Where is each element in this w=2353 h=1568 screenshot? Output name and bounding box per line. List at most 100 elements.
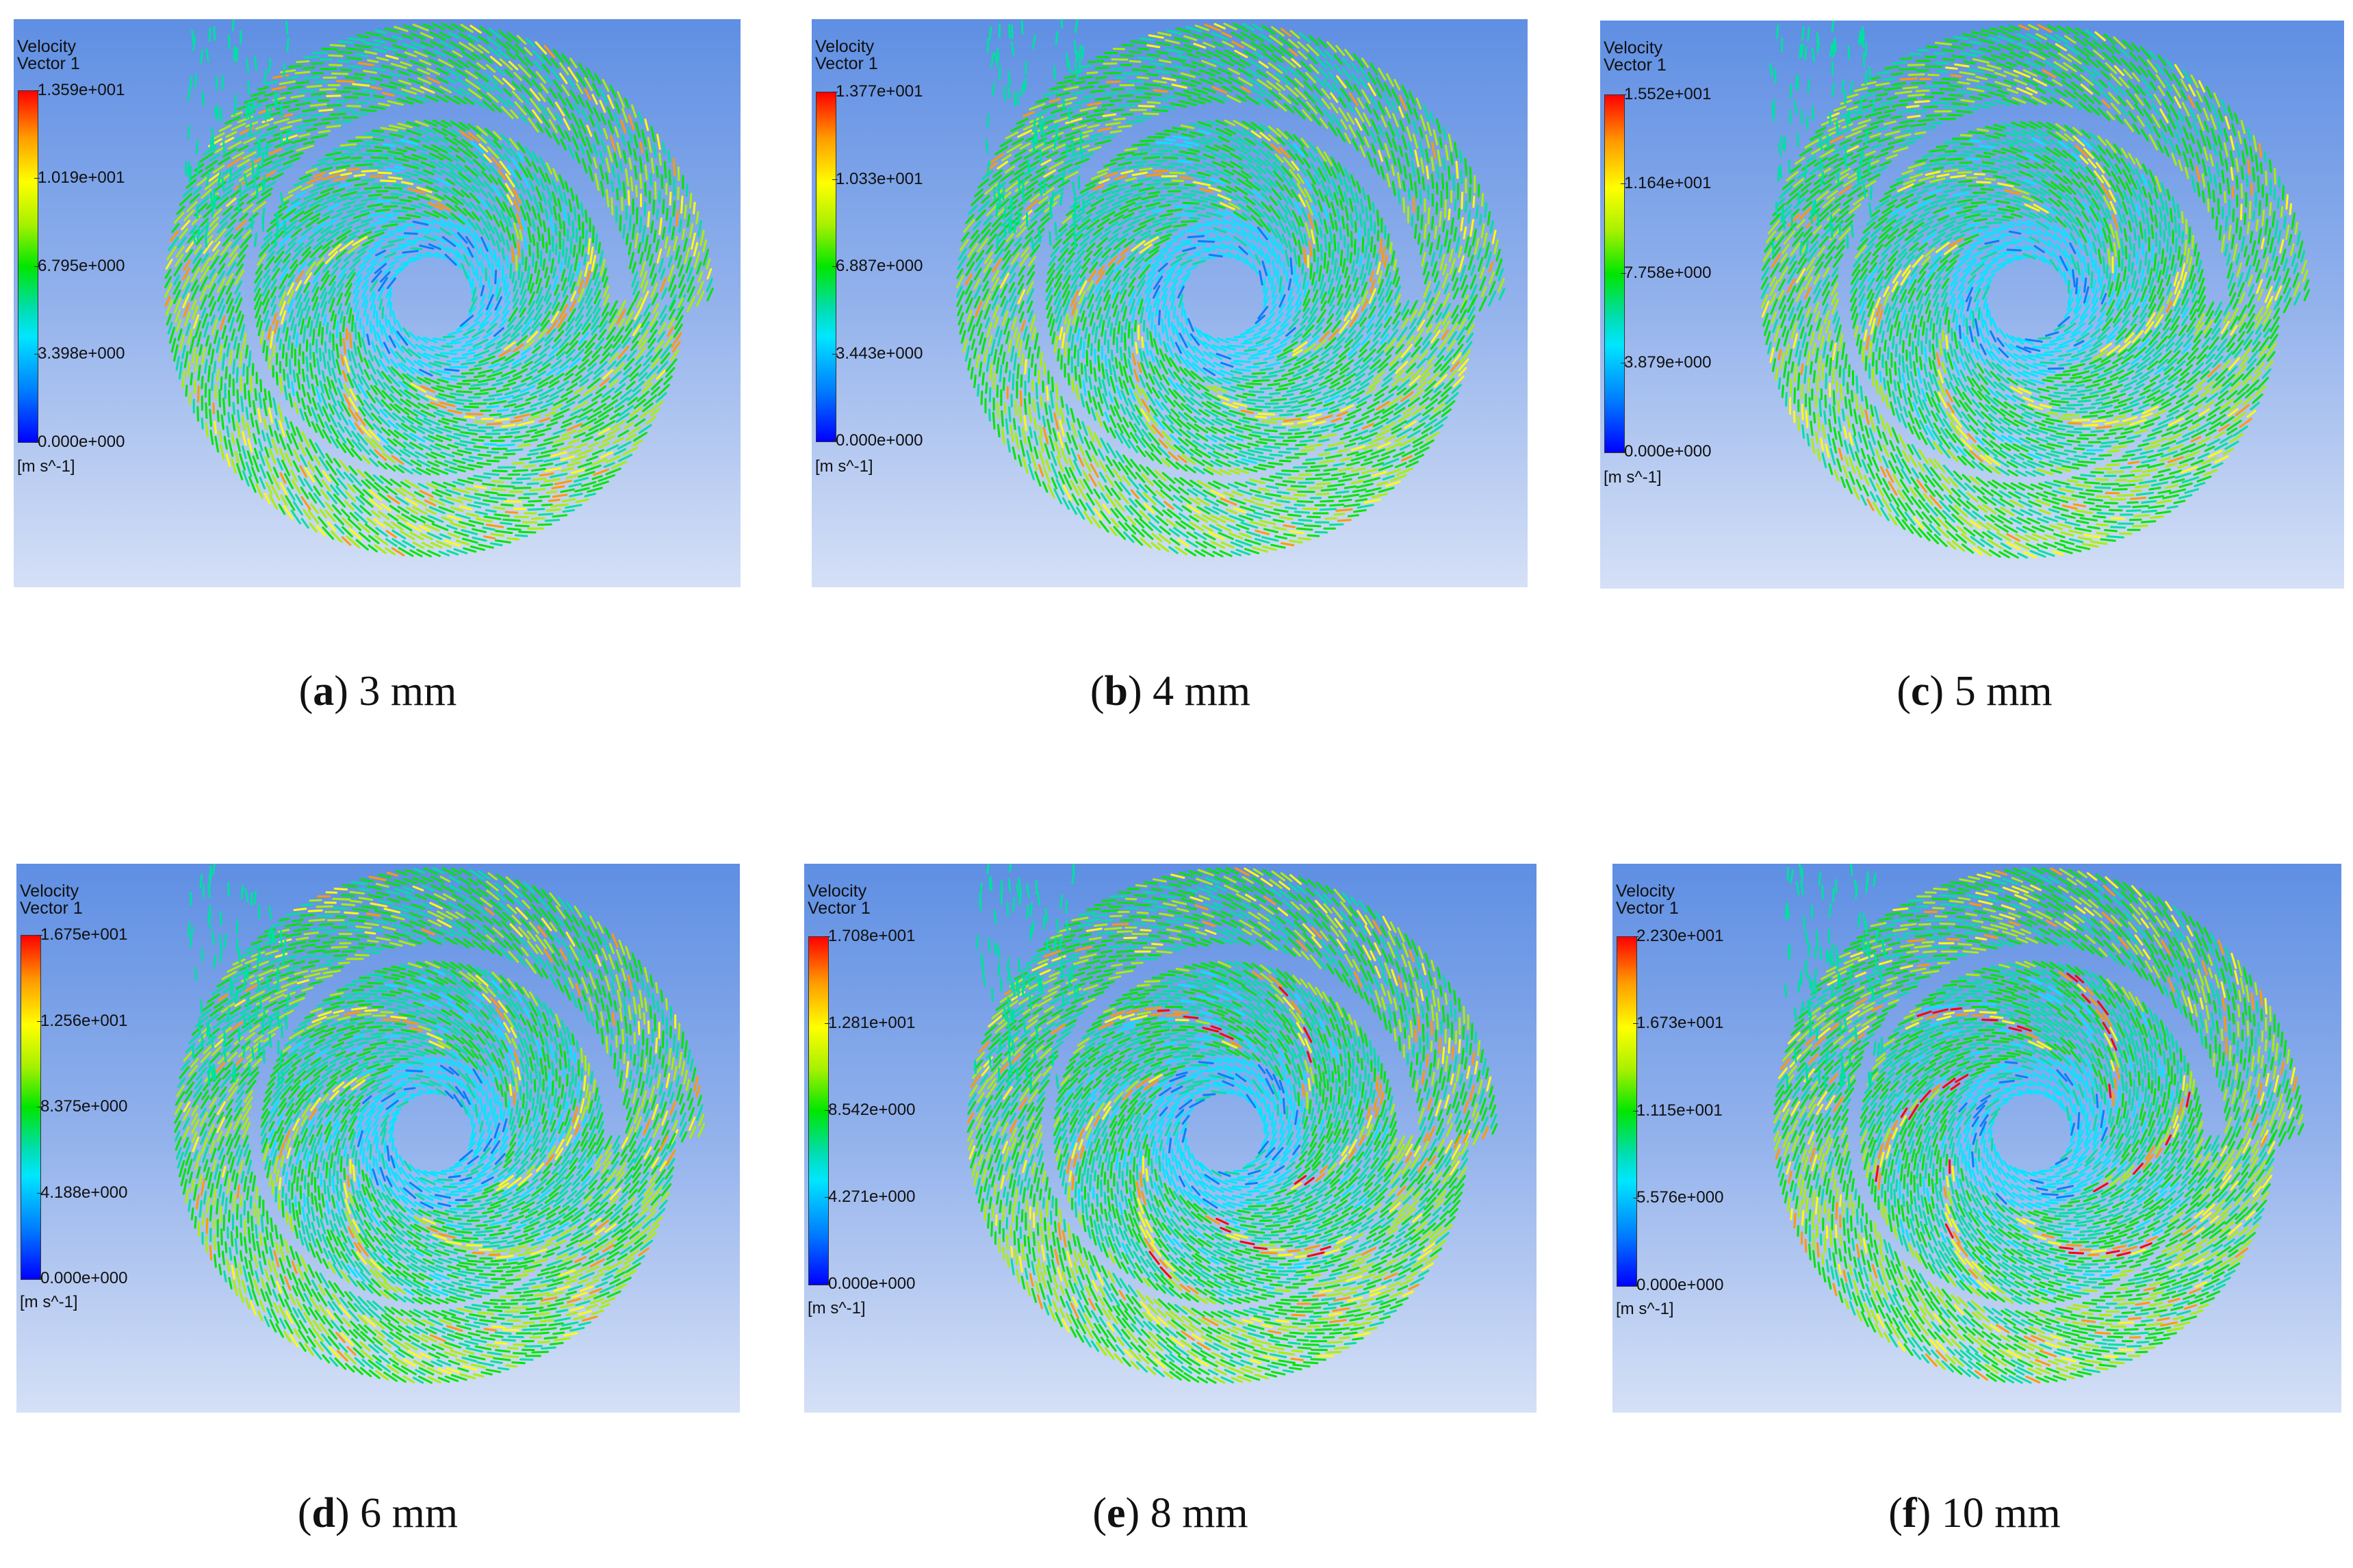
velocity-vector: [1122, 267, 1131, 277]
velocity-vector: [697, 220, 702, 238]
velocity-vector: [345, 272, 356, 288]
velocity-vector: [1235, 186, 1248, 196]
velocity-vector: [1255, 336, 1272, 345]
velocity-vector: [335, 220, 347, 227]
velocity-vector: [1230, 370, 1243, 374]
velocity-vector: [1350, 390, 1365, 400]
velocity-vector: [348, 419, 357, 430]
velocity-vector: [509, 207, 517, 224]
velocity-vector: [991, 294, 999, 310]
velocity-vector: [1211, 153, 1226, 160]
velocity-vector: [1196, 51, 1211, 58]
velocity-vector: [1259, 438, 1276, 442]
velocity-vector: [650, 157, 655, 174]
velocity-vector: [430, 144, 448, 154]
velocity-vector: [189, 193, 201, 204]
velocity-vector: [352, 92, 370, 96]
velocity-vector: [1257, 346, 1274, 353]
velocity-vector: [479, 312, 492, 327]
velocity-vector: [1209, 68, 1221, 75]
velocity-vector: [341, 509, 350, 519]
velocity-vector: [1066, 205, 1081, 216]
velocity-vector: [1272, 53, 1283, 63]
velocity-vector: [329, 474, 339, 487]
velocity-vector: [535, 41, 548, 55]
velocity-vector: [250, 413, 255, 428]
velocity-vector: [466, 321, 480, 332]
velocity-vector: [186, 361, 191, 377]
velocity-vector: [1229, 153, 1242, 161]
velocity-vector: [609, 84, 617, 99]
velocity-vector: [1287, 365, 1301, 372]
velocity-vector: [315, 312, 320, 329]
velocity-vector: [1305, 477, 1323, 480]
velocity-vector: [616, 309, 626, 324]
velocity-vector: [361, 218, 373, 224]
velocity-vector: [333, 493, 346, 508]
velocity-vector: [225, 453, 231, 467]
velocity-vector: [1062, 214, 1075, 224]
velocity-vector: [318, 321, 322, 337]
velocity-vector: [1028, 255, 1036, 267]
velocity-vector: [584, 287, 593, 304]
velocity-vector: [1420, 364, 1434, 378]
velocity-vector: [378, 277, 388, 292]
velocity-vector: [1411, 214, 1414, 227]
velocity-vector: [1094, 348, 1096, 364]
velocity-vector: [311, 407, 318, 423]
velocity-vector: [1163, 341, 1168, 352]
velocity-vector: [296, 270, 305, 283]
velocity-vector: [1201, 401, 1212, 409]
velocity-vector: [282, 253, 291, 264]
velocity-vector: [1302, 407, 1316, 413]
velocity-vector: [326, 104, 342, 107]
velocity-vector: [402, 155, 420, 162]
velocity-vector: [341, 225, 352, 233]
velocity-vector: [1233, 120, 1249, 130]
velocity-vector: [532, 109, 543, 124]
velocity-vector: [1403, 383, 1418, 396]
velocity-vector: [428, 435, 443, 442]
velocity-vector: [296, 144, 314, 152]
velocity-vector: [1078, 290, 1086, 305]
velocity-vector: [1460, 274, 1468, 290]
velocity-vector: [493, 249, 498, 268]
velocity-vector: [539, 156, 548, 172]
velocity-vector: [1211, 344, 1227, 352]
velocity-vector: [1348, 351, 1358, 360]
velocity-vector: [1175, 383, 1186, 394]
velocity-vector: [536, 122, 544, 133]
velocity-vector: [1295, 292, 1302, 307]
velocity-vector: [505, 448, 524, 452]
velocity-vector: [617, 430, 630, 437]
velocity-vector: [287, 64, 303, 68]
velocity-vector: [1220, 152, 1233, 159]
velocity-vector: [279, 273, 289, 290]
velocity-vector: [595, 233, 598, 250]
velocity-vector: [407, 415, 423, 426]
velocity-vector: [1356, 181, 1361, 194]
velocity-vector: [562, 415, 578, 424]
velocity-vector: [465, 487, 478, 492]
velocity-vector: [428, 58, 444, 67]
velocity-vector: [1293, 247, 1298, 265]
velocity-vector: [1070, 408, 1076, 423]
velocity-vector: [370, 86, 383, 90]
velocity-vector: [1464, 235, 1470, 253]
velocity-vector: [643, 355, 653, 366]
velocity-vector: [331, 504, 342, 515]
velocity-vector: [610, 344, 621, 357]
velocity-vector: [1018, 266, 1026, 277]
velocity-vector: [1380, 114, 1387, 128]
velocity-vector: [1208, 186, 1222, 192]
velocity-vector: [1166, 248, 1181, 257]
velocity-vector: [330, 224, 345, 234]
velocity-vector: [217, 171, 222, 186]
velocity-vector: [1189, 515, 1200, 523]
velocity-vector: [250, 376, 253, 394]
velocity-vector: [247, 438, 253, 453]
velocity-vector: [1385, 281, 1393, 298]
velocity-vector: [376, 331, 384, 348]
velocity-vector: [287, 274, 296, 287]
velocity-vector: [488, 393, 503, 398]
